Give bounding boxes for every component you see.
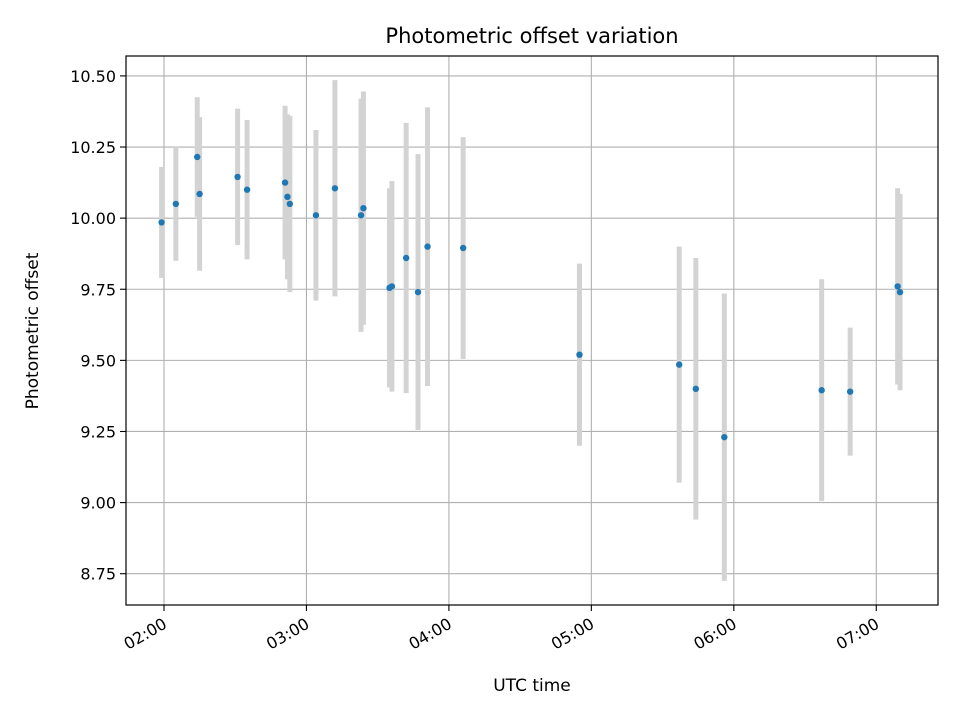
data-point [158,219,165,226]
data-point [194,153,201,161]
plot-frame [125,55,939,606]
data-point [721,433,728,441]
data-point [281,179,289,186]
data-point [459,244,467,252]
data-point [312,212,320,219]
y-tick-label: 9.25 [80,422,116,441]
x-axis-title: UTC time [493,676,571,696]
data-point [896,288,904,296]
data-point [692,385,700,393]
data-point [388,283,396,290]
y-tick-label: 9.75 [80,280,116,299]
y-tick-label: 10.50 [70,67,116,86]
chart-title: Photometric offset variation [385,24,678,48]
data-point [196,190,203,198]
y-tick-label: 8.75 [80,565,116,584]
data-point [424,243,431,250]
data-point [402,254,410,262]
data-point [331,185,339,192]
data-point [894,283,901,290]
data-point [286,200,294,208]
y-tick-label: 9.50 [80,351,116,370]
data-points [158,153,904,441]
data-point [360,204,367,212]
data-point [846,388,854,395]
y-tick-label: 9.00 [80,494,116,513]
data-point [818,387,825,394]
data-point [357,212,365,219]
data-point [243,186,251,193]
y-tick-label: 10.25 [70,138,116,157]
data-point [234,173,241,181]
data-point [576,351,583,358]
data-point [676,361,683,368]
y-axis-title: Photometric offset [23,252,43,409]
data-point [172,200,180,208]
y-tick-label: 10.00 [70,209,116,228]
y-axis: 8.75 9.00 9.25 9.50 9.75 10.00 10.25 10.50 [70,67,126,584]
data-point [414,288,422,296]
data-point [284,193,291,201]
gridlines [126,56,938,605]
